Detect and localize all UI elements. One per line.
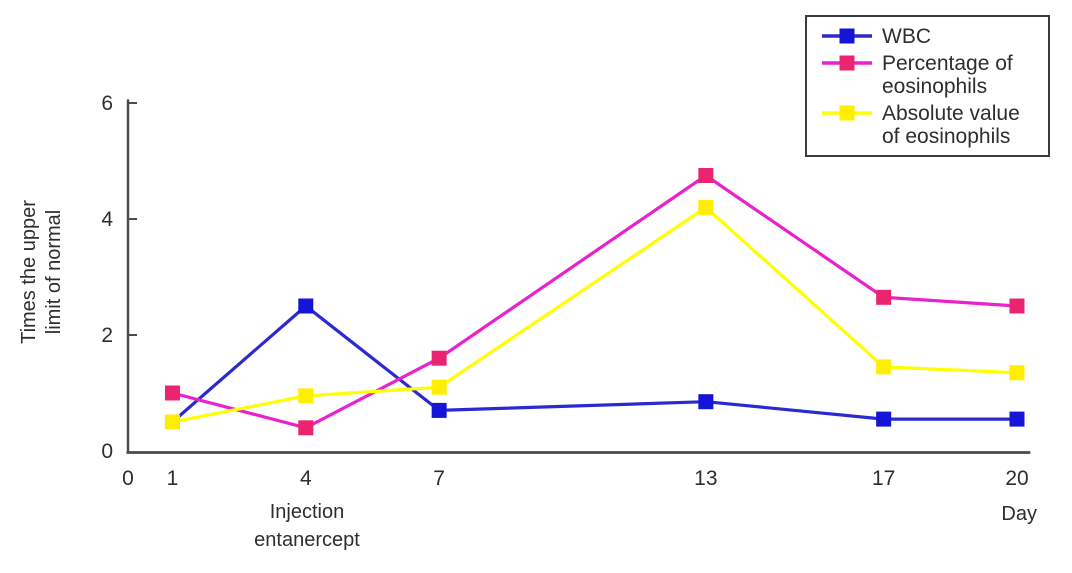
legend-item-absolute-eosinophils: Absolute value of eosinophils [821, 102, 1042, 148]
injection-annotation: Injection entanercept [254, 501, 360, 551]
y-tick-label: 0 [101, 440, 113, 463]
x-tick-label: 17 [872, 467, 895, 490]
legend-label-absolute-eosinophils: Absolute value of eosinophils [882, 101, 1020, 148]
x-tick-label: 13 [694, 467, 717, 490]
data-point-percentage-of-eosinophils [298, 420, 314, 436]
legend-swatch-canvas [822, 55, 872, 70]
data-point-percentage-of-eosinophils [876, 289, 892, 305]
wbc-series-marker-icon [821, 27, 873, 45]
percentage-eosinophils-series-marker-icon [821, 54, 873, 72]
x-tick-label: 1 [167, 467, 179, 490]
y-axis-title: Times the upper limit of normal [18, 200, 65, 344]
x-tick-label: 0 [122, 467, 134, 490]
data-point-absolute-value-of-eosinophils [431, 379, 447, 395]
data-point-absolute-value-of-eosinophils [1009, 365, 1025, 381]
data-point-absolute-value-of-eosinophils [698, 199, 714, 215]
data-point-wbc [431, 402, 447, 418]
y-tick-label: 4 [101, 208, 113, 231]
x-tick-label: 7 [433, 467, 445, 490]
data-point-percentage-of-eosinophils [164, 385, 180, 401]
legend-item-wbc: WBC [821, 25, 1042, 48]
data-point-wbc [298, 298, 314, 314]
x-tick-label: 20 [1005, 467, 1028, 490]
legend-swatch-canvas [822, 105, 872, 120]
series-line-wbc [171, 303, 1017, 424]
data-point-wbc [1009, 411, 1025, 427]
legend-item-percentage-eosinophils: Percentage of eosinophils [821, 52, 1042, 98]
data-point-percentage-of-eosinophils [698, 168, 714, 183]
data-point-percentage-of-eosinophils [431, 350, 447, 366]
series-line-absolute-value-of-eosinophils [172, 205, 1018, 424]
x-axis-title: Day [1001, 503, 1037, 525]
data-point-absolute-value-of-eosinophils [876, 359, 892, 375]
legend-label-wbc: WBC [882, 24, 931, 48]
legend: WBC Percentage of eosinophils Absolute v… [805, 15, 1050, 157]
data-point-absolute-value-of-eosinophils [164, 414, 180, 430]
absolute-eosinophils-series-marker-icon [821, 104, 873, 122]
data-point-absolute-value-of-eosinophils [298, 388, 314, 404]
legend-label-percentage-eosinophils: Percentage of eosinophils [882, 51, 1013, 98]
data-point-percentage-of-eosinophils [1009, 298, 1025, 314]
y-tick-label: 2 [101, 324, 113, 347]
x-tick-label: 4 [300, 467, 312, 490]
series-line-percentage-of-eosinophils [172, 173, 1018, 430]
data-point-wbc [876, 411, 892, 427]
y-tick-label: 6 [101, 92, 113, 115]
legend-swatch-canvas [822, 28, 872, 43]
data-point-wbc [698, 394, 714, 410]
